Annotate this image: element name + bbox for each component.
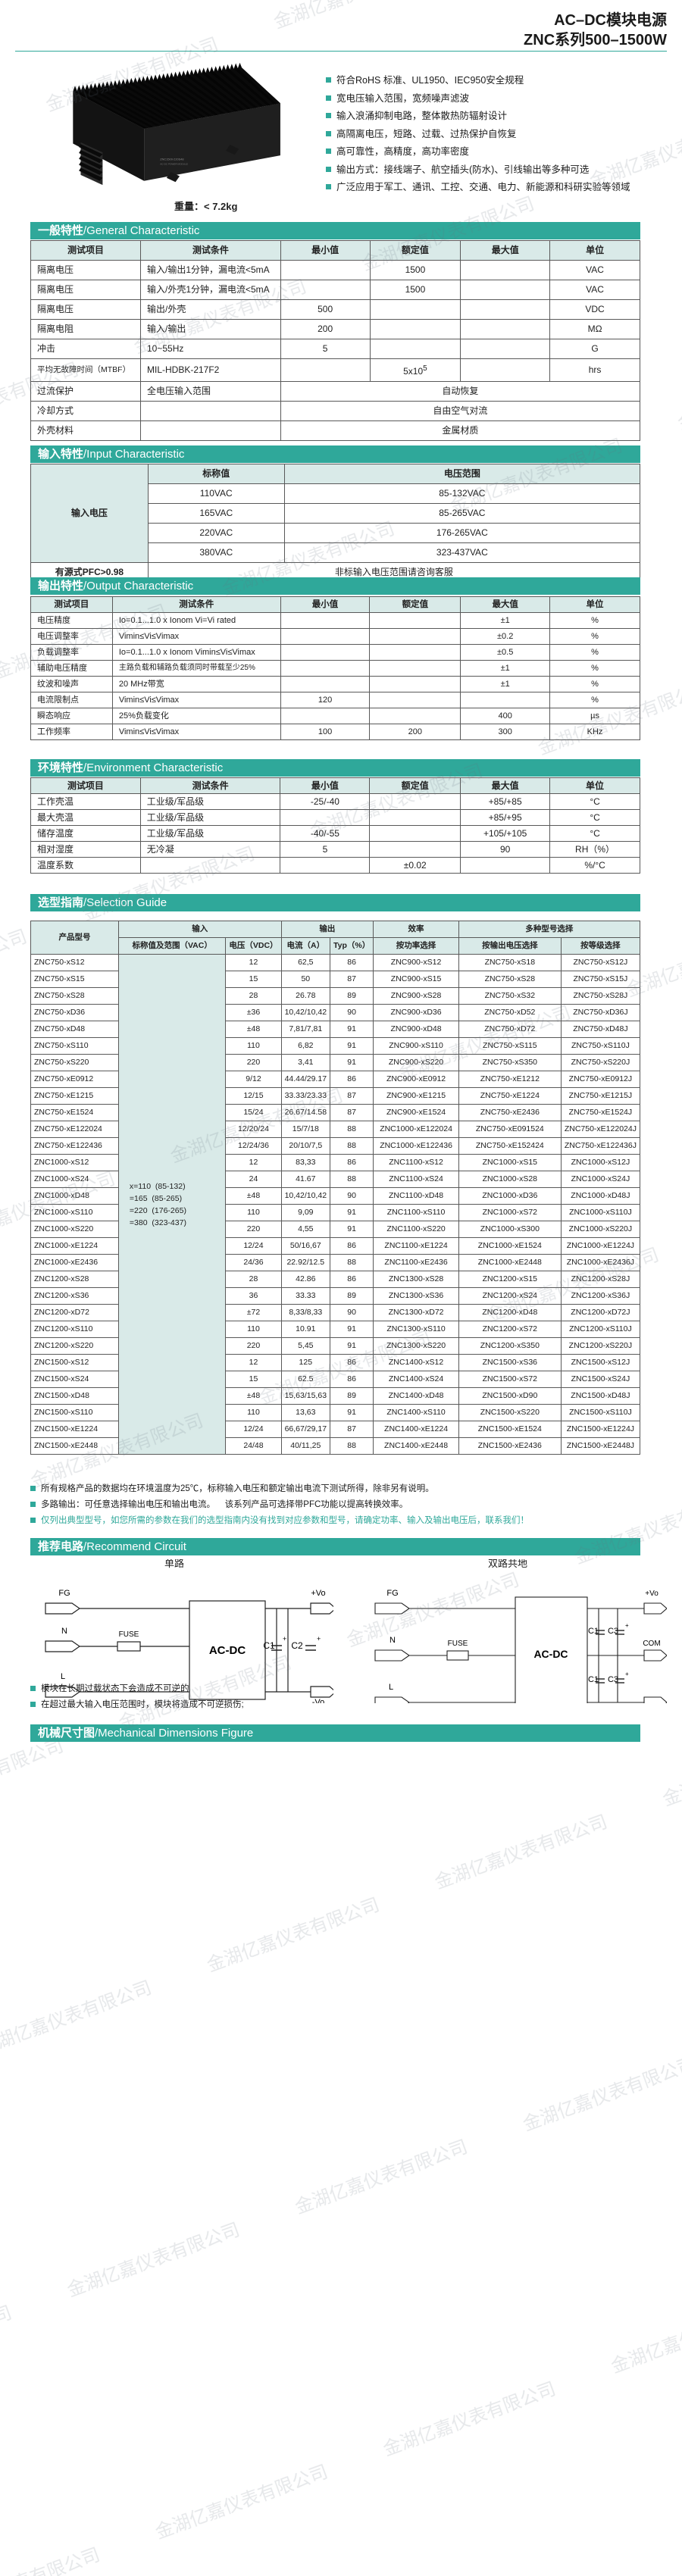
- svg-text:FUSE: FUSE: [448, 1640, 468, 1648]
- svg-text:N: N: [389, 1636, 396, 1645]
- svg-text:FG: FG: [386, 1589, 398, 1598]
- svg-text:L: L: [389, 1683, 393, 1692]
- svg-text:+Vo: +Vo: [645, 1590, 659, 1598]
- svg-text:AC-DC: AC-DC: [209, 1644, 246, 1657]
- svg-text:L: L: [61, 1672, 65, 1681]
- svg-text:FG: FG: [58, 1589, 70, 1598]
- svg-text:COM: COM: [643, 1640, 660, 1648]
- svg-text:+: +: [625, 1671, 629, 1677]
- svg-text:AC-DC: AC-DC: [533, 1648, 568, 1660]
- svg-text:+: +: [625, 1622, 629, 1629]
- svg-text:AC-DC POWER MODULE: AC-DC POWER MODULE: [160, 163, 188, 166]
- svg-text:ZNC1500-220S48: ZNC1500-220S48: [160, 157, 183, 161]
- svg-text:双路共地: 双路共地: [488, 1559, 527, 1569]
- svg-text:+: +: [283, 1635, 286, 1643]
- svg-text:N: N: [61, 1627, 67, 1636]
- svg-text:FUSE: FUSE: [119, 1630, 139, 1639]
- svg-text:单路: 单路: [164, 1559, 184, 1569]
- svg-text:C2: C2: [291, 1640, 303, 1651]
- svg-text:-Vo: -Vo: [312, 1698, 325, 1703]
- svg-text:+Vo: +Vo: [311, 1589, 325, 1598]
- svg-text:+: +: [317, 1635, 321, 1643]
